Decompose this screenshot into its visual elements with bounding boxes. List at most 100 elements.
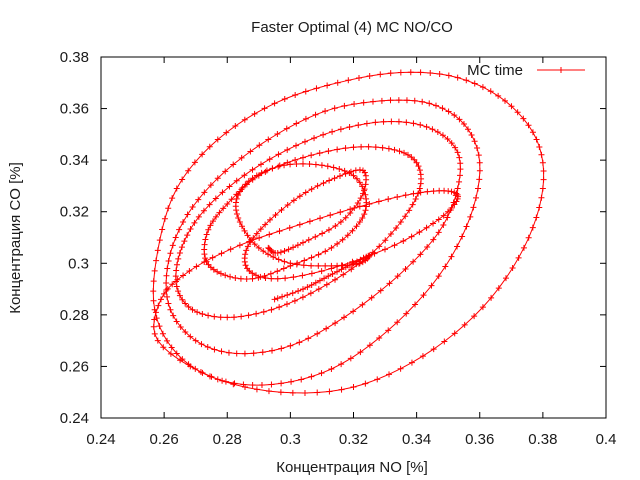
data-point [169, 281, 176, 288]
data-point [371, 250, 378, 257]
data-point [351, 205, 358, 212]
data-point [212, 195, 219, 202]
data-point [353, 175, 360, 182]
data-point [218, 348, 225, 355]
data-point [284, 146, 291, 153]
data-point [394, 273, 401, 280]
data-point [236, 219, 243, 226]
data-point [205, 226, 212, 233]
data-point [412, 196, 419, 203]
data-point [316, 150, 323, 157]
data-point [179, 296, 186, 303]
data-point [323, 281, 330, 288]
data-point [173, 261, 180, 268]
data-point [365, 143, 372, 150]
data-point [533, 136, 540, 143]
data-point [407, 69, 414, 76]
data-point [237, 275, 244, 282]
data-point [175, 288, 182, 295]
data-point [538, 151, 545, 158]
data-point [416, 167, 423, 174]
data-point [306, 161, 313, 168]
data-point [342, 170, 349, 177]
data-point [448, 205, 455, 212]
data-point [359, 190, 366, 197]
data-point [529, 224, 536, 231]
data-point [308, 254, 315, 261]
data-point [227, 273, 234, 280]
data-point [350, 172, 357, 179]
data-point [231, 380, 238, 387]
data-point [424, 188, 431, 195]
data-point [176, 249, 183, 256]
data-point [470, 204, 477, 211]
data-point [444, 136, 451, 143]
data-point [205, 261, 212, 268]
data-point [249, 275, 256, 282]
data-point [368, 294, 375, 301]
data-point [406, 207, 413, 214]
data-point [314, 182, 321, 189]
data-point [163, 279, 170, 286]
data-point [155, 302, 162, 309]
data-point [322, 248, 329, 255]
data-point [185, 167, 192, 174]
data-point [515, 254, 522, 261]
data-point [266, 216, 273, 223]
data-point [275, 256, 282, 263]
legend-label: MC time [467, 62, 523, 79]
data-point [159, 226, 166, 233]
data-point [325, 148, 332, 155]
data-point [167, 306, 174, 313]
data-point [182, 329, 189, 336]
data-point [336, 166, 343, 173]
data-point [312, 111, 319, 118]
data-point [395, 97, 402, 104]
data-point [173, 283, 180, 290]
data-point [385, 327, 392, 334]
data-point [151, 267, 158, 274]
data-point [151, 316, 158, 323]
data-point [244, 243, 251, 250]
data-point [378, 97, 385, 104]
data-point [358, 143, 365, 150]
data-point [387, 97, 394, 104]
data-point [439, 105, 446, 112]
data-point [191, 159, 198, 166]
data-point [416, 229, 423, 236]
data-point [359, 301, 366, 308]
data-point [430, 236, 437, 243]
data-point [159, 330, 166, 337]
data-point [186, 268, 193, 275]
data-point [199, 369, 206, 376]
data-point [182, 300, 189, 307]
data-point [394, 194, 401, 201]
data-point [289, 389, 296, 396]
data-point [265, 136, 272, 143]
y-axis-label: Концентрация CO [%] [7, 162, 24, 314]
data-point [318, 162, 325, 169]
data-point [533, 214, 540, 221]
data-point [536, 143, 543, 150]
data-point [456, 154, 463, 161]
data-point [318, 370, 325, 377]
data-point [287, 262, 294, 269]
data-point [195, 213, 202, 220]
data-point [417, 251, 424, 258]
data-point [529, 129, 536, 136]
plot-area [150, 69, 547, 396]
data-point [268, 275, 275, 282]
data-point [218, 250, 225, 257]
data-point [376, 334, 383, 341]
data-point [298, 376, 305, 383]
data-point [176, 292, 183, 299]
data-point [167, 350, 174, 357]
data-point [495, 92, 502, 99]
data-point [233, 350, 240, 357]
data-point [304, 284, 311, 291]
data-point [238, 313, 245, 320]
data-point [328, 265, 335, 272]
data-point [487, 88, 494, 95]
data-point [227, 246, 234, 253]
